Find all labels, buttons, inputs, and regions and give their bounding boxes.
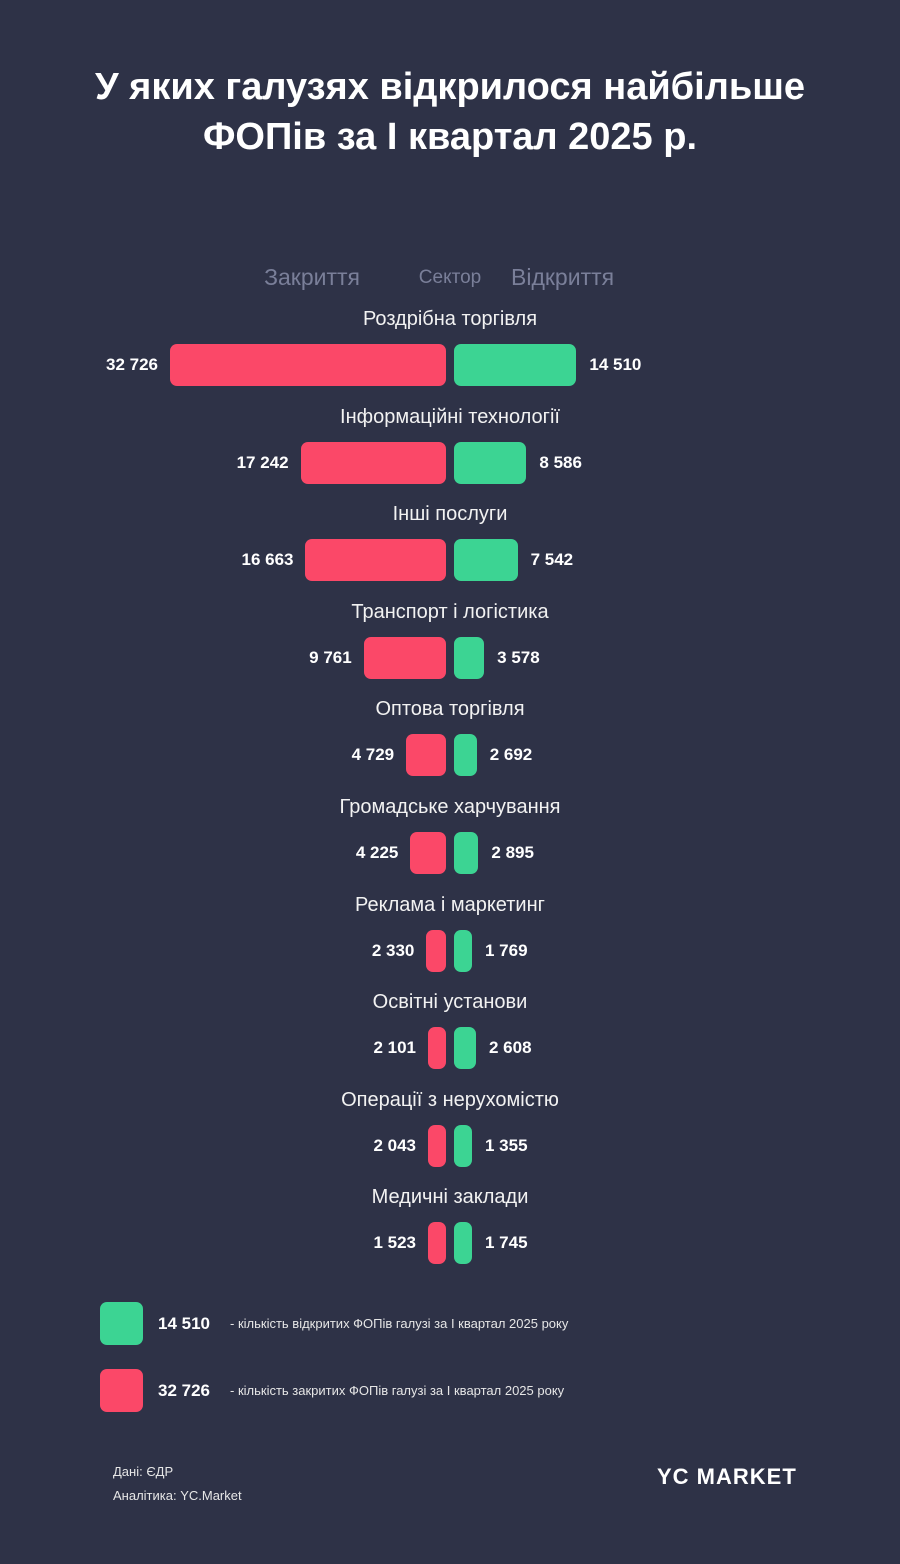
bar-closed bbox=[426, 929, 446, 972]
bar-closed bbox=[305, 539, 446, 582]
sector-label: Громадське харчування bbox=[339, 796, 561, 818]
value-label-closed: 4 225 bbox=[355, 843, 399, 862]
value-label-closed: 17 242 bbox=[236, 452, 289, 472]
bar-opened bbox=[454, 832, 479, 874]
bar-closed bbox=[410, 832, 446, 874]
value-label-opened: 3 578 bbox=[497, 647, 540, 667]
data-source: Дані: ЄДР bbox=[113, 1464, 174, 1479]
sector-label: Роздрібна торгівля bbox=[362, 308, 538, 330]
bar-closed bbox=[170, 344, 446, 386]
value-label-closed: 9 761 bbox=[309, 647, 352, 667]
legend-swatch-opened bbox=[100, 1302, 143, 1345]
value-label-closed: 2 043 bbox=[373, 1135, 416, 1155]
legend-swatch-closed bbox=[100, 1369, 143, 1412]
column-headers: Закриття Сектор Відкриття bbox=[0, 264, 900, 294]
bar-closed bbox=[428, 1124, 446, 1167]
sector-label: Інші послуги bbox=[392, 503, 508, 526]
bar-opened bbox=[454, 734, 477, 777]
bar-opened bbox=[454, 1222, 472, 1265]
footer-notes: Дані: ЄДР Аналітика: YC.Market bbox=[113, 1460, 242, 1508]
value-label-closed: 2 101 bbox=[373, 1038, 416, 1058]
legend-value-closed: 32 726 bbox=[158, 1381, 210, 1400]
diverging-bar-chart: Роздрібна торгівля 32 726 14 510 Інформацій… bbox=[0, 300, 900, 1280]
brand-logo: YC MARKET bbox=[657, 1464, 797, 1489]
value-label-opened: 14 510 bbox=[589, 355, 642, 374]
bar-closed bbox=[406, 734, 446, 777]
sector-label: Оптова торгівля bbox=[375, 698, 525, 721]
bar-opened bbox=[454, 1124, 472, 1167]
bar-opened bbox=[454, 539, 518, 582]
legend-text-opened: - кількість відкритих ФОПів галузі за І … bbox=[230, 1316, 569, 1331]
sector-label: Транспорт і логістика bbox=[351, 600, 549, 623]
value-label-closed: 4 729 bbox=[351, 745, 395, 765]
value-label-opened: 7 542 bbox=[530, 550, 574, 570]
bar-opened bbox=[454, 929, 472, 972]
value-label-closed: 32 726 bbox=[106, 355, 158, 374]
page-title: У яких галузях відкрилося найбільше ФОПі… bbox=[0, 62, 900, 162]
sector-label: Освітні установи bbox=[372, 991, 528, 1014]
value-label-opened: 1 745 bbox=[485, 1233, 528, 1253]
bar-opened bbox=[454, 441, 527, 484]
bar-closed bbox=[428, 1222, 446, 1265]
title-line-1: У яких галузях відкрилося найбільше bbox=[94, 66, 806, 108]
bar-closed bbox=[300, 441, 446, 484]
analytics-credit: Аналітика: YC.Market bbox=[113, 1488, 242, 1503]
bar-opened bbox=[454, 636, 485, 679]
legend-text-closed: - кількість закритих ФОПів галузі за І к… bbox=[230, 1383, 565, 1398]
value-label-opened: 2 692 bbox=[489, 745, 533, 765]
column-header-sector: Сектор bbox=[418, 267, 482, 288]
sector-label: Інформаційні технології bbox=[340, 405, 560, 428]
value-label-closed: 1 523 bbox=[373, 1233, 416, 1253]
bar-opened bbox=[454, 344, 577, 386]
sector-label: Реклама і маркетинг bbox=[355, 893, 545, 916]
value-label-opened: 8 586 bbox=[539, 452, 582, 472]
bar-closed bbox=[428, 1027, 446, 1070]
value-label-opened: 1 355 bbox=[485, 1135, 528, 1155]
bar-opened bbox=[454, 1027, 476, 1070]
sector-label: Медичні заклади bbox=[371, 1186, 529, 1209]
legend-value-opened: 14 510 bbox=[158, 1314, 210, 1333]
sector-label: Операції з нерухомістю bbox=[341, 1088, 559, 1111]
value-label-opened: 2 608 bbox=[488, 1038, 532, 1058]
value-label-opened: 2 895 bbox=[491, 843, 534, 862]
title-line-2: ФОПів за І квартал 2025 р. bbox=[203, 116, 697, 158]
value-label-closed: 16 663 bbox=[241, 550, 294, 570]
value-label-closed: 2 330 bbox=[371, 940, 415, 960]
bar-closed bbox=[363, 636, 446, 679]
column-header-closed: Закриття bbox=[264, 264, 360, 290]
column-header-opened: Відкриття bbox=[511, 264, 615, 290]
value-label-opened: 1 769 bbox=[485, 940, 528, 960]
